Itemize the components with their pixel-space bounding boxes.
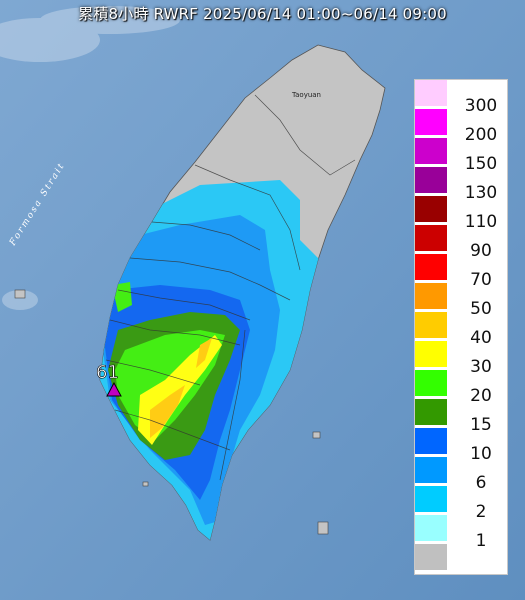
county-boundaries	[105, 94, 356, 481]
legend-swatch	[415, 283, 447, 309]
legend-label: 15	[470, 415, 492, 435]
legend-swatch	[415, 225, 447, 251]
legend-label: 1	[475, 531, 487, 551]
legend-swatch	[415, 457, 447, 483]
map-title: 累積8小時 RWRF 2025/06/14 01:00~06/14 09:00	[78, 5, 447, 23]
legend-label: 70	[470, 270, 492, 290]
legend-label: 20	[470, 386, 492, 406]
legend-swatch	[415, 515, 447, 541]
legend-label: 2	[475, 502, 487, 522]
legend-label: 90	[470, 241, 492, 261]
legend-swatch	[415, 370, 447, 396]
legend-swatch	[415, 109, 447, 135]
cloud-haze	[0, 6, 180, 310]
legend-swatch	[415, 138, 447, 164]
legend-swatch	[415, 544, 447, 570]
legend-label: 200	[464, 125, 498, 145]
legend-swatch	[415, 341, 447, 367]
legend-label: 10	[470, 444, 492, 464]
legend-swatch	[415, 399, 447, 425]
legend-swatch	[415, 428, 447, 454]
max-rainfall-marker: 61	[96, 362, 122, 397]
legend-label: 110	[464, 212, 498, 232]
legend-swatch	[415, 167, 447, 193]
legend-swatch	[415, 196, 447, 222]
legend-label: 300	[464, 96, 498, 116]
legend-label: 130	[464, 183, 498, 203]
offshore-islands	[14, 289, 329, 535]
legend-label: 150	[464, 154, 498, 174]
legend-label: 6	[475, 473, 487, 493]
legend-swatch	[415, 486, 447, 512]
legend-label: 50	[470, 299, 492, 319]
rain-zone-40mm	[150, 338, 212, 438]
max-rainfall-value: 61	[96, 362, 119, 383]
legend-swatch	[415, 80, 447, 106]
city-label: Taoyuan	[291, 91, 321, 99]
legend-label: 30	[470, 357, 492, 377]
legend-swatch	[415, 312, 447, 338]
legend-swatch	[415, 254, 447, 280]
rainfall-legend: 300 200 150 130 110 90 70 50 40 30 20 15 10 6 2 1	[414, 79, 508, 575]
legend-label: 40	[470, 328, 492, 348]
